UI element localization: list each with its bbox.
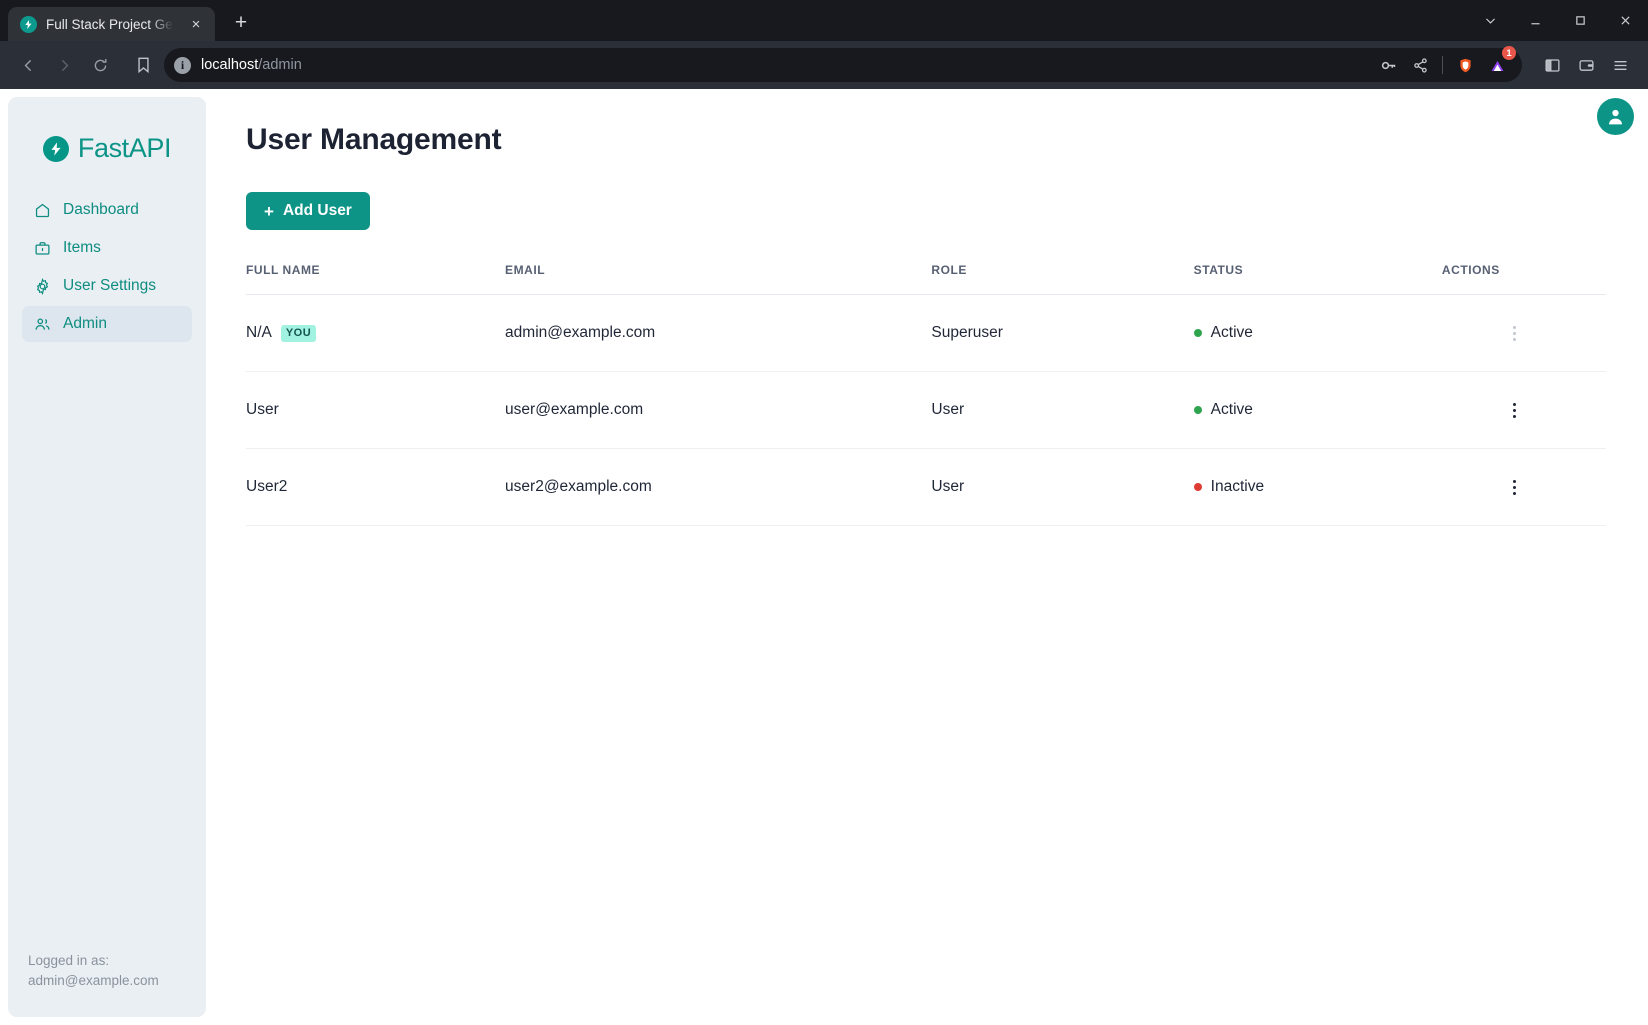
- cell-full-name: N/A YOU: [246, 294, 506, 372]
- sidebar-item-items[interactable]: Items: [22, 230, 192, 266]
- tab-strip: Full Stack Project Genera × +: [0, 0, 1648, 41]
- cell-status: Active: [1193, 294, 1442, 372]
- table-row: User2 user2@example.com User Inactive: [246, 448, 1606, 526]
- column-header-full-name: FULL NAME: [246, 263, 321, 277]
- add-user-label: Add User: [282, 202, 352, 219]
- cell-role: User: [931, 371, 1194, 449]
- toolbar-right-icons: [1536, 49, 1636, 81]
- home-icon: [34, 202, 51, 219]
- sidebar-footer: Logged in as: admin@example.com: [8, 951, 206, 1017]
- sidebar-panel-icon[interactable]: [1536, 49, 1568, 81]
- status-text: Inactive: [1210, 478, 1265, 495]
- close-icon[interactable]: [1603, 0, 1648, 41]
- fastapi-icon: [20, 15, 37, 33]
- main-content: User Management + Add User FULL NAME EMA…: [206, 89, 1648, 1025]
- gear-icon: [34, 277, 51, 295]
- url-text: localhost/admin: [201, 57, 302, 73]
- key-icon[interactable]: [1373, 50, 1403, 80]
- chevron-down-icon[interactable]: [1468, 0, 1513, 41]
- add-user-button[interactable]: + Add User: [246, 192, 370, 230]
- avatar[interactable]: [1597, 98, 1634, 135]
- row-actions-menu-icon[interactable]: [1500, 318, 1530, 348]
- logged-in-label: Logged in as:: [28, 953, 110, 968]
- cell-email: user2@example.com: [505, 448, 932, 526]
- divider: [1442, 56, 1443, 74]
- full-name-text: User: [246, 401, 279, 418]
- you-badge: YOU: [280, 324, 317, 342]
- share-icon[interactable]: [1405, 50, 1435, 80]
- sidebar-item-label: Dashboard: [63, 201, 139, 218]
- sidebar-item-admin[interactable]: Admin: [22, 306, 192, 342]
- cell-role: Superuser: [931, 294, 1194, 372]
- users-icon: [34, 316, 51, 333]
- row-actions-menu-icon[interactable]: [1500, 472, 1530, 502]
- back-icon[interactable]: [12, 49, 44, 81]
- full-name-text: User2: [246, 478, 288, 495]
- column-header-status: STATUS: [1193, 263, 1244, 277]
- brave-shields-icon[interactable]: [1450, 50, 1480, 80]
- brand-name: FastAPI: [77, 133, 172, 163]
- app-sidebar: FastAPI Dashboard Items: [8, 97, 206, 1017]
- status-text: Active: [1210, 401, 1253, 418]
- menu-icon[interactable]: [1604, 49, 1636, 81]
- sidebar-item-user-settings[interactable]: User Settings: [22, 268, 192, 304]
- cell-email: user@example.com: [505, 371, 932, 449]
- cell-actions: [1441, 371, 1606, 449]
- status-text: Active: [1210, 324, 1253, 341]
- cell-status: Active: [1193, 371, 1442, 449]
- full-name-text: N/A: [246, 324, 272, 341]
- cell-status: Inactive: [1193, 448, 1442, 526]
- omnibox-actions: 1: [1373, 46, 1516, 80]
- wallet-icon[interactable]: [1570, 49, 1602, 81]
- new-tab-button[interactable]: +: [234, 11, 248, 34]
- extension-icon[interactable]: 1: [1482, 46, 1516, 80]
- cell-full-name: User: [246, 371, 506, 449]
- browser-tab[interactable]: Full Stack Project Genera ×: [8, 7, 215, 41]
- sidebar-item-label: Admin: [63, 315, 107, 332]
- fastapi-icon: [42, 135, 69, 162]
- table-body: N/A YOU admin@example.com Superuser Acti…: [246, 294, 1606, 526]
- column-header-role: ROLE: [931, 263, 967, 277]
- sidebar-nav: Dashboard Items User Settings: [8, 192, 206, 342]
- site-info-icon[interactable]: i: [174, 56, 191, 74]
- cell-full-name: User2: [246, 448, 506, 526]
- maximize-icon[interactable]: [1558, 0, 1603, 41]
- cell-role: User: [931, 448, 1194, 526]
- forward-icon[interactable]: [48, 49, 80, 81]
- brand-logo[interactable]: FastAPI: [8, 97, 206, 192]
- column-header-email: EMAIL: [505, 263, 546, 277]
- tab-title: Full Stack Project Genera: [46, 16, 176, 32]
- row-actions-menu-icon[interactable]: [1500, 395, 1530, 425]
- browser-toolbar: i localhost/admin: [0, 41, 1648, 89]
- table-row: User user@example.com User Active: [246, 371, 1606, 449]
- page-title: User Management: [246, 123, 502, 156]
- column-header-actions: ACTIONS: [1441, 263, 1500, 277]
- minimize-icon[interactable]: [1513, 0, 1558, 41]
- users-table: FULL NAME EMAIL ROLE STATUS ACTIONS N/A …: [246, 263, 1606, 526]
- sidebar-item-label: Items: [63, 239, 101, 256]
- close-icon[interactable]: ×: [191, 15, 201, 33]
- bookmark-icon[interactable]: [128, 50, 158, 80]
- cell-actions: [1441, 448, 1606, 526]
- reload-icon[interactable]: [84, 49, 116, 81]
- url-path: /admin: [258, 57, 302, 73]
- table-header: FULL NAME EMAIL ROLE STATUS ACTIONS: [246, 263, 1606, 295]
- sidebar-item-dashboard[interactable]: Dashboard: [22, 192, 192, 228]
- status-dot: [1193, 483, 1202, 491]
- status-dot: [1193, 406, 1202, 414]
- sidebar-item-label: User Settings: [63, 277, 157, 294]
- logged-in-email: admin@example.com: [28, 973, 159, 988]
- briefcase-icon: [34, 240, 51, 257]
- cell-email: admin@example.com: [505, 294, 932, 372]
- extension-badge: 1: [1502, 46, 1516, 60]
- url-host: localhost: [201, 57, 259, 73]
- table-row: N/A YOU admin@example.com Superuser Acti…: [246, 294, 1606, 372]
- cell-actions: [1441, 294, 1606, 372]
- address-bar[interactable]: i localhost/admin: [164, 46, 1522, 82]
- page-viewport: FastAPI Dashboard Items: [0, 89, 1648, 1025]
- status-dot: [1193, 329, 1202, 337]
- plus-icon: +: [264, 201, 274, 221]
- window-controls: [1468, 0, 1648, 41]
